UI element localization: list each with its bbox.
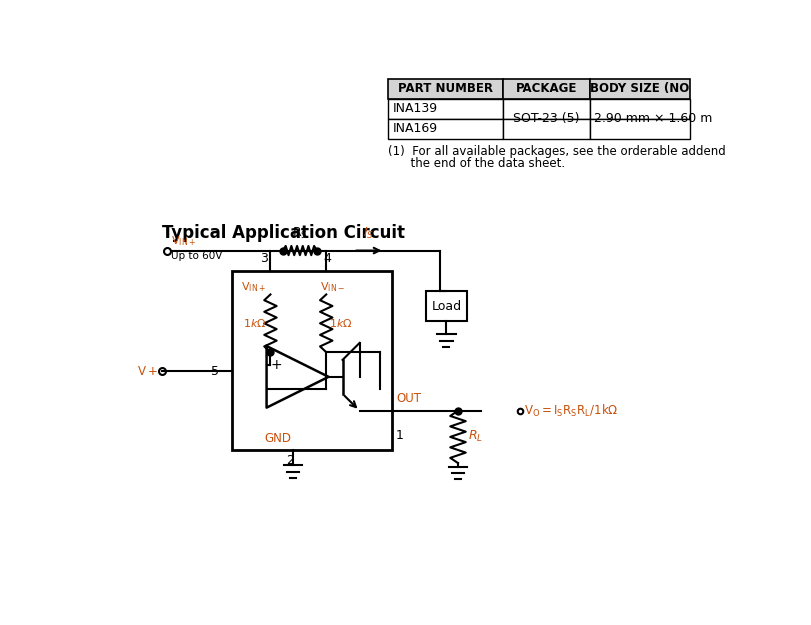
Bar (502, 79, 589, 99)
Text: −: − (270, 382, 281, 396)
Text: INA139: INA139 (393, 102, 437, 116)
Text: 2: 2 (285, 454, 294, 467)
Text: Load: Load (431, 299, 461, 312)
Text: $\mathit{I_S}$: $\mathit{I_S}$ (363, 226, 374, 241)
Bar (589, 99, 689, 119)
Text: Typical Application Circuit: Typical Application Circuit (162, 224, 405, 242)
Text: $R_L$: $R_L$ (467, 429, 483, 444)
Text: 2.90 mm × 1.60 m: 2.90 mm × 1.60 m (594, 112, 712, 126)
Bar (502, 119, 589, 139)
Text: $1k\Omega$: $1k\Omega$ (243, 318, 267, 329)
Text: OUT: OUT (396, 391, 420, 404)
Text: $\mathregular{V_{IN+}}$: $\mathregular{V_{IN+}}$ (171, 234, 196, 248)
Bar (388, 79, 502, 99)
Text: 1: 1 (396, 429, 403, 442)
Text: INA169: INA169 (393, 122, 437, 136)
Text: PACKAGE: PACKAGE (515, 82, 577, 96)
Text: $\mathregular{V_O = I_S R_S R_L / 1k\Omega}$: $\mathregular{V_O = I_S R_S R_L / 1k\Ome… (523, 402, 618, 419)
Bar (502, 99, 589, 119)
Text: SOT-23 (5): SOT-23 (5) (513, 112, 579, 126)
Text: $\mathregular{V_{IN-}}$: $\mathregular{V_{IN-}}$ (320, 280, 345, 294)
Text: GND: GND (264, 432, 291, 445)
Bar (388, 99, 502, 119)
Text: $\mathsf{R_S}$: $\mathsf{R_S}$ (292, 226, 307, 241)
Bar (426, 291, 466, 321)
Text: 4: 4 (324, 253, 332, 265)
Text: the end of the data sheet.: the end of the data sheet. (388, 157, 564, 170)
Text: 3: 3 (260, 253, 268, 265)
Text: Up to 60V: Up to 60V (171, 251, 222, 261)
Bar (589, 79, 689, 99)
Text: +: + (270, 357, 281, 371)
Bar (388, 119, 502, 139)
Text: BODY SIZE (NO: BODY SIZE (NO (590, 82, 689, 96)
Text: $\mathregular{V+}$: $\mathregular{V+}$ (137, 365, 158, 378)
Text: $\mathregular{V_{IN+}}$: $\mathregular{V_{IN+}}$ (241, 280, 266, 294)
Text: $1k\Omega$: $1k\Omega$ (329, 318, 353, 329)
Bar (231, 271, 392, 450)
Text: PART NUMBER: PART NUMBER (397, 82, 492, 96)
Text: (1)  For all available packages, see the orderable addend: (1) For all available packages, see the … (388, 145, 725, 158)
Bar (589, 119, 689, 139)
Text: 5: 5 (210, 365, 218, 378)
